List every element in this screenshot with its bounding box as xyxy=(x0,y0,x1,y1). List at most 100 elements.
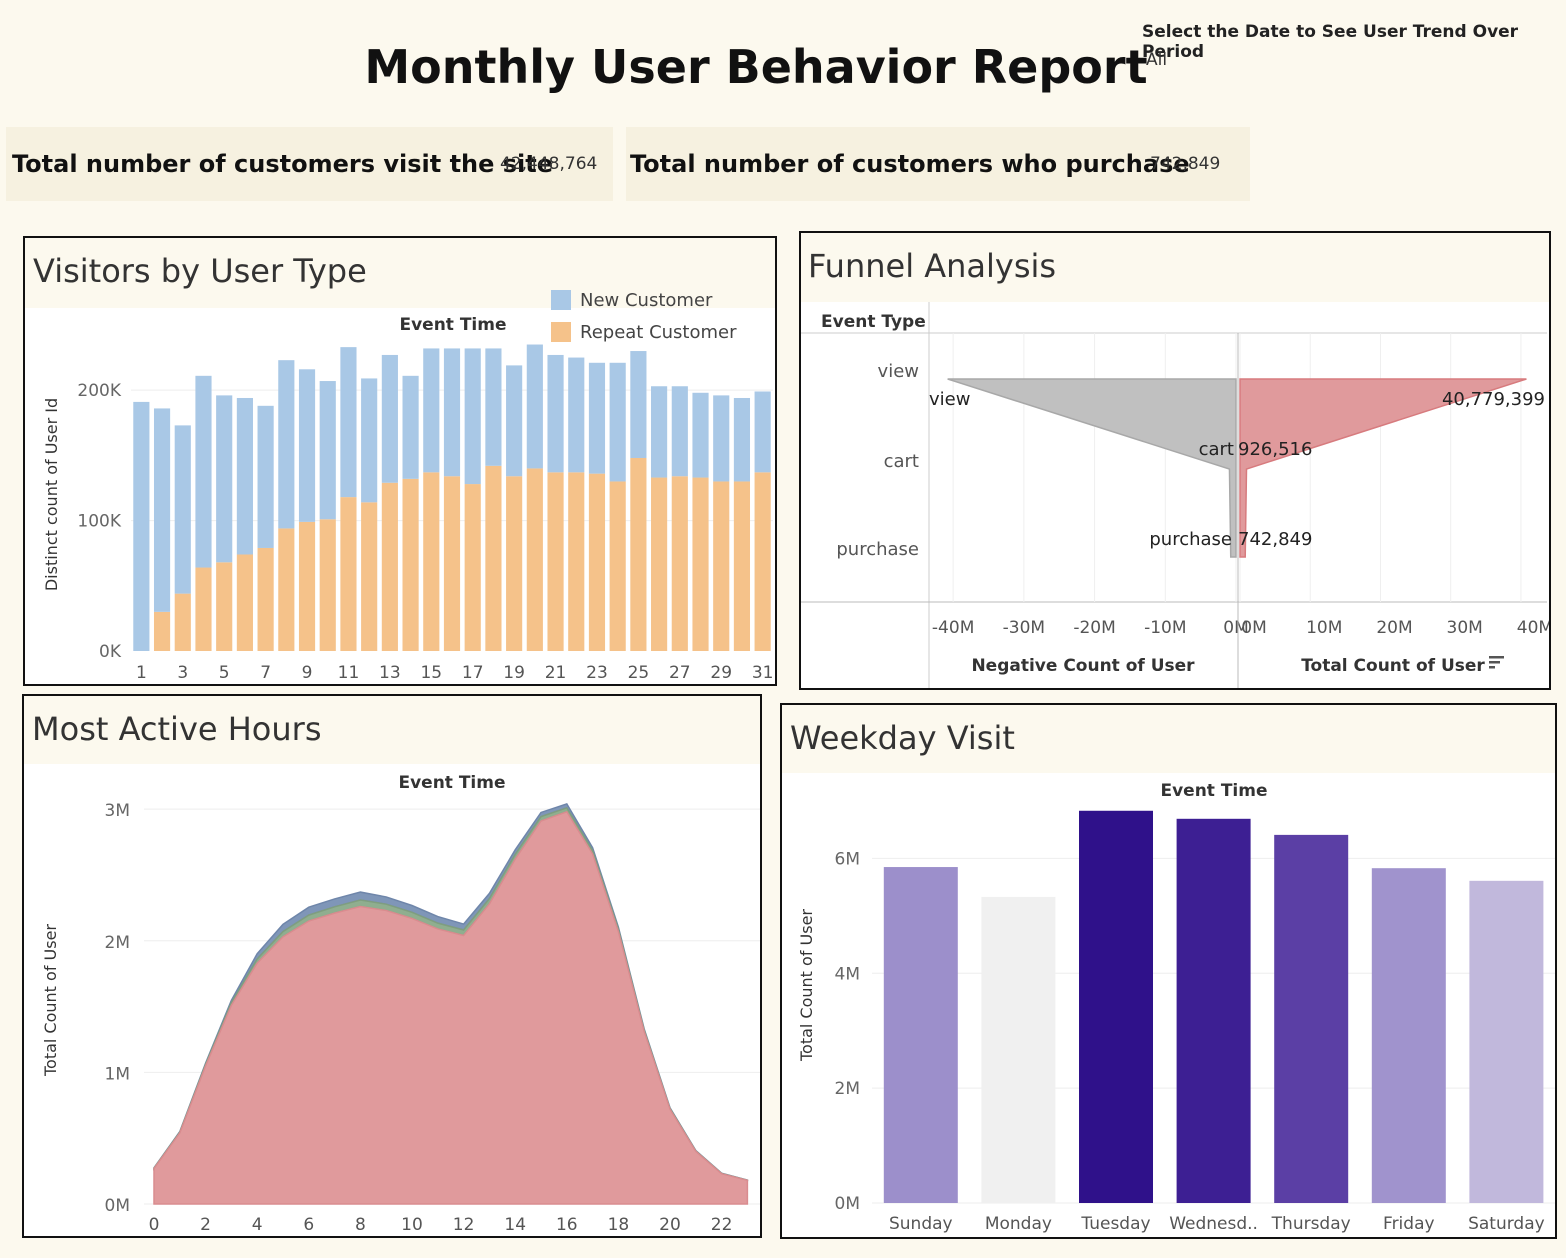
visitors-bar-new xyxy=(568,357,585,473)
visitors-bar-new xyxy=(464,348,481,485)
weekday-y-tick: 6M xyxy=(835,849,860,869)
visitors-bar-new xyxy=(133,401,150,651)
visitors-bar-repeat xyxy=(298,521,316,651)
visitors-bar-repeat xyxy=(278,528,295,651)
visitors-x-tick: 15 xyxy=(420,663,442,683)
visitors-bar-new xyxy=(361,378,378,503)
hours-y-tick: 1M xyxy=(105,1064,130,1084)
visitors-bar-new xyxy=(257,405,274,548)
visitors-bar-repeat xyxy=(547,472,564,651)
funnel-row-header: Event Type xyxy=(821,312,926,332)
funnel-label-view-neg: view xyxy=(929,389,970,410)
visitors-bar-new xyxy=(153,408,171,612)
weekday-bar xyxy=(1371,868,1446,1203)
visitors-header: Event Time xyxy=(399,315,506,335)
kpi-total-purchasers-value: 742,849 xyxy=(1150,154,1221,174)
visitors-x-tick: 29 xyxy=(710,663,732,683)
visitors-bar-repeat xyxy=(153,611,171,651)
visitors-panel: Visitors by User Type 0K 100K 200K Distinct… xyxy=(23,236,777,686)
weekday-chart[interactable]: 0M 2M 4M 6M Total Count of User Event Time Sun… xyxy=(782,705,1555,1237)
hours-x-tick: 0 xyxy=(149,1215,160,1235)
visitors-bar-new xyxy=(216,395,233,563)
funnel-pos-x-tick: 30M xyxy=(1447,618,1483,638)
visitors-bar-new xyxy=(443,348,461,477)
hours-panel: Most Active Hours 0M 1M 2M 3M Total Count of… xyxy=(22,694,762,1238)
visitors-bar-repeat xyxy=(319,519,336,651)
date-filter-label: Select the Date to See User Trend Over P… xyxy=(1142,22,1519,62)
hours-x-tick: 14 xyxy=(504,1215,526,1235)
visitors-x-tick: 7 xyxy=(260,663,271,683)
visitors-bar-repeat xyxy=(174,593,191,651)
visitors-bar-new xyxy=(671,386,688,477)
weekday-x-tick: Friday xyxy=(1383,1214,1435,1234)
visitors-bar-new xyxy=(236,397,253,555)
funnel-neg-x-tick: -30M xyxy=(1003,618,1045,638)
kpi-total-visitors: Total number of customers visit the site… xyxy=(6,127,613,201)
visitors-bar-new xyxy=(402,375,419,479)
page-title: Monthly User Behavior Report xyxy=(364,40,1148,94)
weekday-x-tick: Thursday xyxy=(1271,1214,1351,1234)
visitors-bar-new xyxy=(195,375,212,568)
hours-y-tick: 3M xyxy=(105,801,130,821)
hours-x-tick: 18 xyxy=(608,1215,630,1235)
funnel-label-purchase-neg: purchase xyxy=(1149,529,1232,550)
visitors-bar-repeat xyxy=(630,457,647,651)
visitors-bar-new xyxy=(526,344,543,469)
visitors-bar-new xyxy=(381,354,398,483)
visitors-x-tick: 13 xyxy=(379,663,401,683)
visitors-y-tick: 200K xyxy=(77,381,121,401)
weekday-x-tick: Saturday xyxy=(1468,1214,1545,1234)
visitors-bar-new xyxy=(713,395,730,482)
hours-x-tick: 8 xyxy=(355,1215,366,1235)
date-filter-dropdown[interactable]: All xyxy=(1146,50,1168,70)
visitors-bar-repeat xyxy=(733,481,751,651)
visitors-bar-new xyxy=(298,369,316,522)
visitors-bar-new xyxy=(692,392,709,478)
kpi-total-visitors-label: Total number of customers visit the site xyxy=(12,150,554,178)
visitors-x-tick: 31 xyxy=(752,663,774,683)
funnel-pos-x-tick: 20M xyxy=(1376,618,1412,638)
funnel-neg-x-tick: -10M xyxy=(1144,618,1186,638)
visitors-bar-repeat xyxy=(506,476,523,651)
visitors-bar-new xyxy=(340,347,357,498)
visitors-x-tick: 1 xyxy=(136,663,147,683)
visitors-bar-new xyxy=(278,360,295,529)
visitors-bar-repeat xyxy=(588,473,606,651)
visitors-bar-repeat xyxy=(713,481,730,651)
funnel-neg-x-tick: -20M xyxy=(1073,618,1115,638)
visitors-bar-repeat xyxy=(257,547,274,651)
visitors-bar-repeat xyxy=(568,472,585,651)
funnel-row-label: cart xyxy=(884,451,919,472)
visitors-bar-new xyxy=(754,391,771,473)
visitors-bar-repeat xyxy=(754,472,771,651)
hours-x-tick: 22 xyxy=(711,1215,733,1235)
hours-y-axis-label: Total Count of User xyxy=(41,924,60,1077)
hours-area-view xyxy=(153,810,749,1205)
visitors-bar-repeat xyxy=(443,476,461,651)
visitors-x-tick: 21 xyxy=(545,663,567,683)
visitors-bar-repeat xyxy=(423,472,440,651)
funnel-title: Funnel Analysis xyxy=(808,247,1057,285)
visitors-x-tick: 19 xyxy=(503,663,525,683)
funnel-negative-area xyxy=(947,378,1237,558)
visitors-bar-new xyxy=(319,381,336,520)
visitors-x-tick: 25 xyxy=(628,663,650,683)
hours-chart[interactable]: 0M 1M 2M 3M Total Count of User Event Time 0 2 4… xyxy=(24,696,760,1236)
funnel-label-view-pos: 40,779,399 xyxy=(1442,389,1545,410)
hours-header: Event Time xyxy=(398,773,505,793)
visitors-y-tick: 100K xyxy=(77,512,121,532)
sort-icon xyxy=(1489,656,1504,659)
funnel-label-cart-neg: cart xyxy=(1199,439,1234,460)
visitors-bar-repeat xyxy=(692,477,709,651)
visitors-bar-repeat xyxy=(381,482,398,651)
funnel-pos-x-tick: 10M xyxy=(1306,618,1342,638)
legend-swatch-new xyxy=(551,290,571,310)
weekday-panel: Weekday Visit 0M 2M 4M 6M Total Count of Use… xyxy=(780,703,1557,1239)
visitors-bar-repeat xyxy=(485,465,502,651)
visitors-bar-repeat xyxy=(216,562,233,651)
hours-x-tick: 10 xyxy=(401,1215,423,1235)
visitors-bar-new xyxy=(651,386,668,478)
visitors-chart[interactable]: 0K 100K 200K Distinct count of User Id Event… xyxy=(25,238,775,684)
legend-label-new: New Customer xyxy=(580,290,713,311)
